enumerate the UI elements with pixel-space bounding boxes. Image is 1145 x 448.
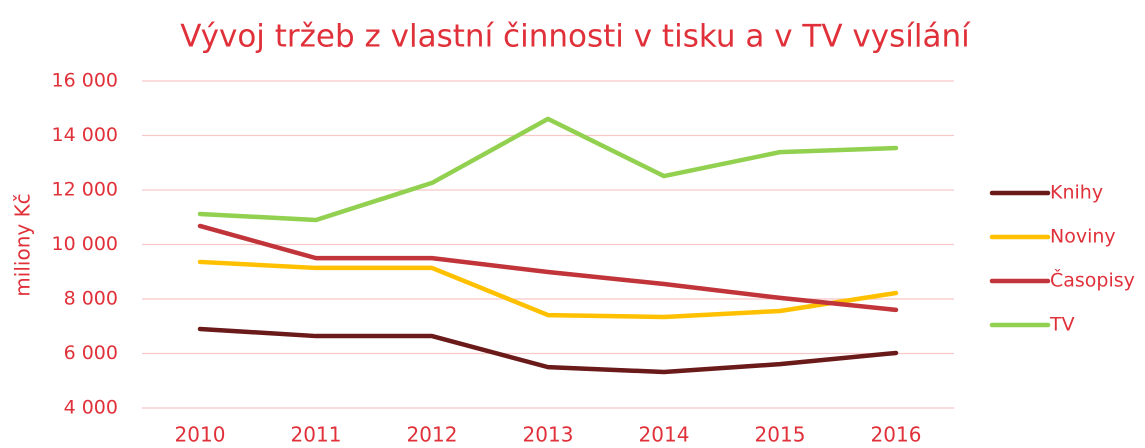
x-tick-label: 2010 bbox=[175, 423, 226, 447]
line-series bbox=[197, 116, 899, 223]
x-tick-label: 2011 bbox=[291, 423, 342, 447]
y-tick-label: 10 000 bbox=[52, 233, 118, 255]
y-tick-label: 6 000 bbox=[64, 342, 118, 364]
y-tick-label: 8 000 bbox=[64, 288, 118, 310]
legend-label: Noviny bbox=[1050, 226, 1116, 248]
line-series bbox=[197, 326, 899, 375]
y-tick-label: 4 000 bbox=[64, 397, 118, 419]
legend-label: Časopisy bbox=[1050, 268, 1135, 292]
legend-label: Knihy bbox=[1050, 182, 1103, 204]
x-tick-label: 2016 bbox=[871, 423, 922, 447]
line-series bbox=[197, 223, 899, 313]
x-tick-label: 2013 bbox=[523, 423, 574, 447]
y-axis-label: miliony Kč bbox=[11, 193, 35, 296]
line-series bbox=[197, 259, 899, 320]
y-tick-label: 14 000 bbox=[52, 124, 118, 146]
legend-label: TV bbox=[1049, 314, 1075, 336]
x-tick-label: 2014 bbox=[639, 423, 690, 447]
y-tick-label: 12 000 bbox=[52, 179, 118, 201]
x-tick-label: 2012 bbox=[407, 423, 458, 447]
y-tick-label: 16 000 bbox=[52, 70, 118, 92]
chart-title: Vývoj tržeb z vlastní činnosti v tisku a… bbox=[180, 19, 971, 55]
x-tick-label: 2015 bbox=[755, 423, 806, 447]
